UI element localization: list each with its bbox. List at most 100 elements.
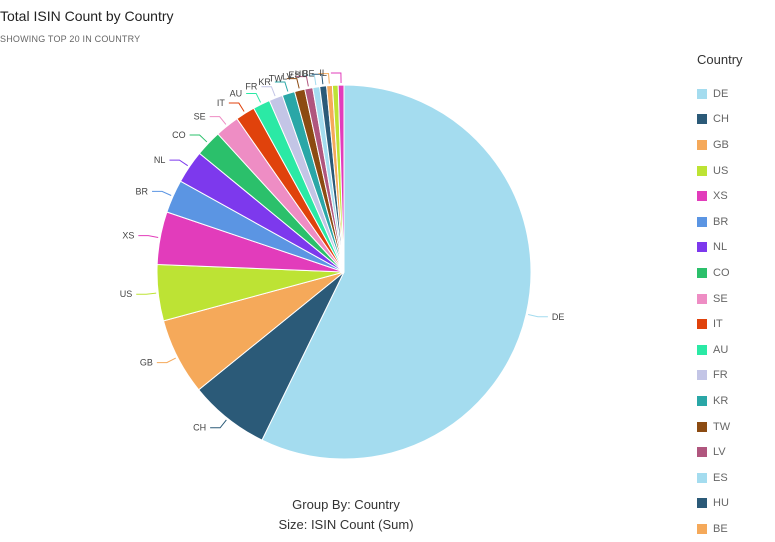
chart-subtitle: SHOWING TOP 20 IN COUNTRY <box>0 34 141 44</box>
label-leader-de <box>528 314 548 318</box>
legend-item-se[interactable]: SE <box>697 286 743 312</box>
legend-label: KR <box>713 394 729 407</box>
legend-swatch <box>697 319 707 330</box>
label-leader-hu <box>311 73 324 85</box>
slice-label-co: CO <box>172 130 186 140</box>
legend-item-be[interactable]: BE <box>697 516 743 542</box>
slice-label-gb: GB <box>140 358 153 368</box>
legend-item-br[interactable]: BR <box>697 209 743 235</box>
slice-label-il: IL <box>319 68 327 78</box>
legend-label: CH <box>713 113 729 126</box>
legend-item-es[interactable]: ES <box>697 465 743 491</box>
slice-label-ch: CH <box>193 423 206 433</box>
slice-label-it: IT <box>217 98 226 108</box>
legend-label: DE <box>713 87 729 100</box>
legend-swatch <box>697 472 707 483</box>
label-leader-gb <box>156 357 176 364</box>
slice-label-es: ES <box>288 70 300 80</box>
pie-slices <box>156 84 532 460</box>
label-leader-ch <box>210 419 227 429</box>
label-leader-br <box>152 190 172 196</box>
legend-item-co[interactable]: CO <box>697 260 743 286</box>
legend-swatch <box>697 395 707 406</box>
legend-label: IT <box>713 318 723 331</box>
legend-label: FR <box>713 369 728 382</box>
legend-label: GB <box>713 138 729 151</box>
legend-swatch <box>697 191 707 202</box>
slice-label-se: SE <box>194 112 206 122</box>
pie-slice-de[interactable] <box>261 84 532 460</box>
legend-item-au[interactable]: AU <box>697 337 743 363</box>
label-leader-nl <box>169 159 188 167</box>
slice-label-be: BE <box>303 69 315 79</box>
size-caption: Size: ISIN Count (Sum) <box>278 517 414 532</box>
label-leader-au <box>246 92 262 103</box>
legend-swatch <box>697 216 707 227</box>
legend-label: CO <box>713 266 730 279</box>
legend-swatch <box>697 344 707 355</box>
legend-swatch <box>697 523 707 534</box>
legend-items: DE CH GB US XS BR NL CO SE IT AU FR KR TW LV ES HU BE <box>697 81 743 542</box>
slice-label-fr: FR <box>245 82 257 92</box>
legend-item-de[interactable]: DE <box>697 81 743 107</box>
label-leader-il <box>330 72 342 84</box>
legend-label: SE <box>713 292 728 305</box>
legend-item-nl[interactable]: NL <box>697 235 743 261</box>
legend-item-kr[interactable]: KR <box>697 388 743 414</box>
label-leader-tw <box>286 78 300 89</box>
label-leader-co <box>189 134 208 143</box>
label-leader-lv <box>296 76 309 87</box>
legend-label: XS <box>713 190 728 203</box>
slice-label-au: AU <box>230 88 243 98</box>
legend-item-tw[interactable]: TW <box>697 414 743 440</box>
legend-title: Country <box>697 52 743 67</box>
legend-swatch <box>697 165 707 176</box>
legend-swatch <box>697 421 707 432</box>
slice-label-us: US <box>120 289 133 299</box>
legend-swatch <box>697 293 707 304</box>
legend-label: LV <box>713 446 726 459</box>
legend-item-ch[interactable]: CH <box>697 107 743 133</box>
label-leader-xs <box>138 235 159 239</box>
legend-swatch <box>697 447 707 458</box>
legend-item-it[interactable]: IT <box>697 311 743 337</box>
legend-item-xs[interactable]: XS <box>697 183 743 209</box>
legend-swatch <box>697 498 707 509</box>
legend-swatch <box>697 267 707 278</box>
legend-swatch <box>697 114 707 125</box>
legend-item-us[interactable]: US <box>697 158 743 184</box>
legend-item-gb[interactable]: GB <box>697 132 743 158</box>
chart-title: Total ISIN Count by Country <box>0 8 174 24</box>
slice-label-xs: XS <box>122 231 134 241</box>
label-leader-us <box>136 292 157 295</box>
legend-label: ES <box>713 471 728 484</box>
label-leader-kr <box>274 81 289 92</box>
slice-label-lv: LV <box>282 72 292 82</box>
slice-label-kr: KR <box>258 77 271 87</box>
legend-item-hu[interactable]: HU <box>697 491 743 517</box>
legend-swatch <box>697 370 707 381</box>
group-by-caption: Group By: Country <box>292 497 400 512</box>
chart-caption: Group By: Country Size: ISIN Count (Sum) <box>236 495 456 535</box>
label-leader-be <box>318 73 330 84</box>
slice-label-nl: NL <box>154 155 166 165</box>
legend-item-lv[interactable]: LV <box>697 439 743 465</box>
slice-label-br: BR <box>136 186 149 196</box>
label-leader-es <box>304 74 317 86</box>
legend-swatch <box>697 88 707 99</box>
legend-label: NL <box>713 241 728 254</box>
slice-label-de: DE <box>552 312 565 322</box>
legend-item-fr[interactable]: FR <box>697 363 743 389</box>
slice-label-hu: HU <box>295 69 308 79</box>
pie-slice-il[interactable] <box>337 84 345 273</box>
legend-label: US <box>713 164 729 177</box>
legend-label: BE <box>713 522 728 535</box>
legend: Country DE CH GB US XS BR NL CO SE IT AU FR KR TW LV ES… <box>697 52 743 542</box>
legend-label: AU <box>713 343 729 356</box>
legend-swatch <box>697 139 707 150</box>
legend-label: TW <box>713 420 731 433</box>
slice-label-tw: TW <box>269 74 283 84</box>
legend-swatch <box>697 242 707 253</box>
